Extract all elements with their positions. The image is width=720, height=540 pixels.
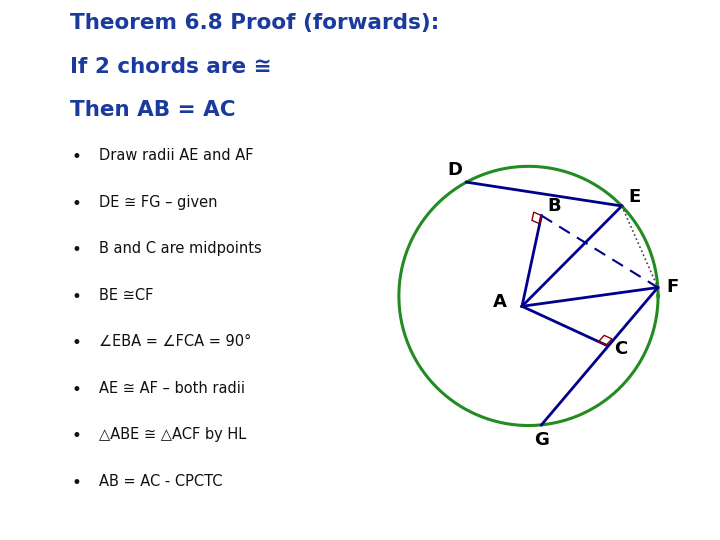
Text: DE ≅ FG – given: DE ≅ FG – given xyxy=(99,195,218,210)
Text: •: • xyxy=(71,195,81,213)
Text: •: • xyxy=(71,334,81,352)
Text: Then AB = AC: Then AB = AC xyxy=(70,100,235,120)
Text: •: • xyxy=(71,427,81,445)
Text: If 2 chords are ≅: If 2 chords are ≅ xyxy=(70,57,271,77)
Text: Draw radii AE and AF: Draw radii AE and AF xyxy=(99,148,254,164)
Text: Theorem 6.8 Proof (forwards):: Theorem 6.8 Proof (forwards): xyxy=(70,14,439,33)
Text: △ABE ≅ △ACF by HL: △ABE ≅ △ACF by HL xyxy=(99,427,247,442)
Text: E: E xyxy=(629,188,641,206)
Text: B: B xyxy=(548,198,561,215)
Text: AE ≅ AF – both radii: AE ≅ AF – both radii xyxy=(99,381,246,396)
Text: A: A xyxy=(493,293,507,312)
Text: Geometry: Geometry xyxy=(19,204,47,357)
Text: •: • xyxy=(71,148,81,166)
Text: B and C are midpoints: B and C are midpoints xyxy=(99,241,262,256)
Text: •: • xyxy=(71,474,81,491)
Text: BE ≅CF: BE ≅CF xyxy=(99,288,154,303)
Text: ∠EBA = ∠FCA = 90°: ∠EBA = ∠FCA = 90° xyxy=(99,334,252,349)
Text: •: • xyxy=(71,241,81,259)
Text: D: D xyxy=(447,161,462,179)
Text: F: F xyxy=(666,279,678,296)
Text: •: • xyxy=(71,288,81,306)
Text: C: C xyxy=(614,340,627,358)
Text: •: • xyxy=(71,381,81,399)
Text: AB = AC - CPCTC: AB = AC - CPCTC xyxy=(99,474,223,489)
Text: G: G xyxy=(534,431,549,449)
